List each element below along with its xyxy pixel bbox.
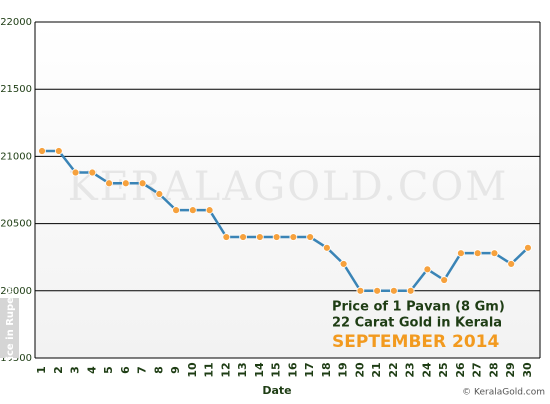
x-axis-label: Date (262, 384, 291, 397)
x-tick-label: 28 (487, 362, 500, 377)
y-axis-label: Price in Rupees (5, 284, 16, 371)
point (121, 179, 130, 188)
y-tick-label: 22000 (0, 17, 32, 28)
x-tick-label: 15 (270, 362, 283, 377)
annotation: Price of 1 Pavan (8 Gm) (332, 300, 505, 315)
point (255, 233, 264, 241)
point (88, 168, 97, 177)
annotation: 22 Carat Gold in Kerala (332, 316, 502, 331)
x-tick-label: 11 (203, 362, 216, 377)
point (507, 260, 516, 268)
x-tick-label: 23 (404, 362, 417, 377)
point (339, 260, 348, 268)
point (490, 249, 499, 258)
point (440, 276, 449, 284)
x-tick-label: 26 (454, 362, 467, 378)
point (423, 265, 432, 274)
point (306, 233, 315, 241)
x-tick-label: 14 (253, 362, 266, 378)
x-tick-label: 16 (286, 362, 299, 378)
point (188, 206, 197, 215)
x-tick-label: 5 (102, 366, 115, 374)
x-tick-label: 9 (169, 366, 182, 374)
footer: © KeralaGold.com (462, 388, 545, 398)
x-tick-label: 24 (420, 362, 433, 378)
point (105, 179, 113, 188)
x-tick-label: 4 (85, 366, 98, 374)
y-tick-label: 21000 (0, 151, 32, 162)
point (138, 179, 147, 188)
x-tick-label: 20 (353, 362, 366, 378)
x-tick-label: 22 (387, 362, 400, 377)
point (473, 249, 482, 258)
x-tick-label: 29 (504, 362, 517, 377)
x-tick-label: 1 (35, 366, 48, 374)
x-tick-label: 30 (521, 362, 534, 378)
x-tick-label: 18 (320, 362, 333, 377)
point (373, 286, 382, 295)
point (289, 233, 298, 241)
point (389, 286, 398, 295)
x-tick-label: 2 (52, 366, 65, 374)
x-tick-label: 7 (136, 366, 149, 374)
point (155, 190, 164, 198)
point (322, 243, 331, 252)
point (38, 147, 46, 155)
point (524, 243, 532, 252)
point (172, 206, 180, 215)
point (71, 168, 80, 177)
x-tick-label: 19 (337, 362, 350, 377)
point (222, 233, 231, 241)
point (205, 206, 214, 215)
x-tick-label: 10 (186, 362, 199, 378)
x-tick-label: 6 (119, 366, 132, 374)
annotation-month: SEPTEMBER 2014 (332, 332, 500, 352)
point (356, 286, 365, 295)
y-tick-label: 20500 (0, 219, 32, 230)
x-tick-label: 3 (69, 366, 82, 374)
point (406, 286, 415, 295)
x-tick-label: 12 (219, 362, 232, 377)
y-tick-label: 21500 (0, 84, 32, 95)
x-tick-label: 17 (303, 362, 316, 377)
y-tick-label: 20000 (0, 286, 32, 297)
point (457, 249, 465, 258)
x-tick-label: 13 (236, 362, 249, 377)
plot-area (35, 22, 540, 358)
point (54, 147, 63, 155)
point (239, 233, 247, 241)
x-tick-label: 8 (152, 366, 165, 374)
x-tick-label: 27 (471, 362, 484, 377)
x-tick-label: 25 (437, 362, 450, 377)
point (272, 233, 281, 241)
watermark: KeralaGold.com (68, 164, 509, 210)
x-tick-label: 21 (370, 362, 383, 377)
y-tick-label: 19500 (0, 353, 32, 364)
y-label-box (0, 298, 19, 358)
